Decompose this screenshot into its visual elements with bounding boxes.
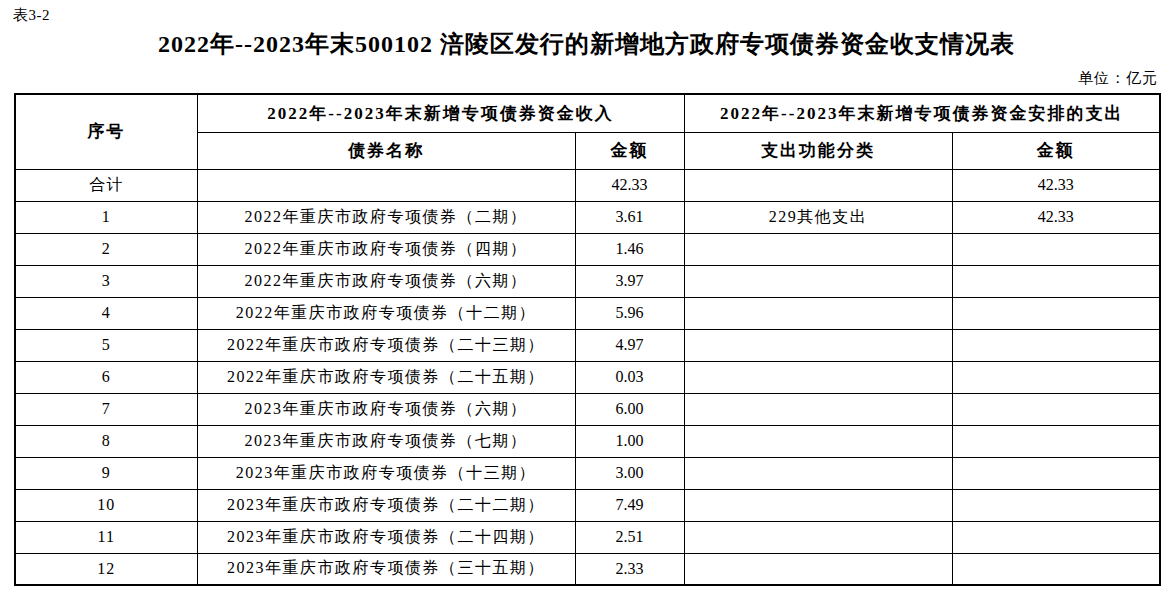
cell-bond-name: 2023年重庆市政府专项债券（十三期） — [197, 457, 575, 489]
cell-expense-function — [684, 233, 952, 265]
cell-income-amount: 42.33 — [575, 169, 684, 201]
table-row-total: 合计 42.33 42.33 — [15, 169, 1160, 201]
cell-income-amount: 6.00 — [575, 393, 684, 425]
cell-bond-name: 2022年重庆市政府专项债券（四期） — [197, 233, 575, 265]
header-seq: 序号 — [15, 94, 197, 169]
cell-expense-amount — [952, 457, 1160, 489]
cell-expense-function — [684, 489, 952, 521]
header-expense-group: 2022年--2023年末新增专项债券资金安排的支出 — [684, 94, 1160, 132]
cell-income-amount: 2.51 — [575, 521, 684, 553]
cell-expense-amount — [952, 521, 1160, 553]
header-income-amount: 金额 — [575, 132, 684, 169]
table-row: 10 2023年重庆市政府专项债券（二十二期） 7.49 — [15, 489, 1160, 521]
cell-seq: 合计 — [15, 169, 197, 201]
cell-expense-function — [684, 361, 952, 393]
table-row: 7 2023年重庆市政府专项债券（六期） 6.00 — [15, 393, 1160, 425]
cell-expense-function — [684, 169, 952, 201]
cell-bond-name: 2022年重庆市政府专项债券（二十五期） — [197, 361, 575, 393]
cell-income-amount: 0.03 — [575, 361, 684, 393]
cell-bond-name: 2022年重庆市政府专项债券（十二期） — [197, 297, 575, 329]
table-row: 3 2022年重庆市政府专项债券（六期） 3.97 — [15, 265, 1160, 297]
cell-bond-name: 2023年重庆市政府专项债券（三十五期） — [197, 553, 575, 585]
cell-income-amount: 3.61 — [575, 201, 684, 233]
header-bond-name: 债券名称 — [197, 132, 575, 169]
table-tag: 表3-2 — [13, 6, 50, 25]
document-page: 表3-2 2022年--2023年末500102 涪陵区发行的新增地方政府专项债… — [0, 0, 1173, 597]
table-row: 5 2022年重庆市政府专项债券（二十三期） 4.97 — [15, 329, 1160, 361]
cell-expense-amount — [952, 553, 1160, 585]
cell-expense-amount — [952, 361, 1160, 393]
cell-seq: 2 — [15, 233, 197, 265]
unit-label: 单位：亿元 — [1078, 69, 1158, 88]
cell-income-amount: 1.00 — [575, 425, 684, 457]
cell-income-amount: 3.97 — [575, 265, 684, 297]
cell-expense-function — [684, 457, 952, 489]
bond-funds-table: 序号 2022年--2023年末新增专项债券资金收入 2022年--2023年末… — [14, 93, 1161, 586]
cell-expense-function — [684, 521, 952, 553]
cell-bond-name: 2023年重庆市政府专项债券（六期） — [197, 393, 575, 425]
cell-bond-name: 2022年重庆市政府专项债券（六期） — [197, 265, 575, 297]
header-expense-amount: 金额 — [952, 132, 1160, 169]
cell-bond-name: 2022年重庆市政府专项债券（二期） — [197, 201, 575, 233]
cell-expense-amount: 42.33 — [952, 201, 1160, 233]
cell-bond-name: 2023年重庆市政府专项债券（七期） — [197, 425, 575, 457]
table-row: 4 2022年重庆市政府专项债券（十二期） 5.96 — [15, 297, 1160, 329]
cell-expense-amount — [952, 297, 1160, 329]
cell-seq: 7 — [15, 393, 197, 425]
cell-seq: 9 — [15, 457, 197, 489]
cell-seq: 6 — [15, 361, 197, 393]
cell-seq: 4 — [15, 297, 197, 329]
header-group-row: 序号 2022年--2023年末新增专项债券资金收入 2022年--2023年末… — [15, 94, 1160, 132]
cell-expense-amount — [952, 329, 1160, 361]
table-row: 8 2023年重庆市政府专项债券（七期） 1.00 — [15, 425, 1160, 457]
cell-income-amount: 2.33 — [575, 553, 684, 585]
table-row: 12 2023年重庆市政府专项债券（三十五期） 2.33 — [15, 553, 1160, 585]
cell-seq: 3 — [15, 265, 197, 297]
header-income-group: 2022年--2023年末新增专项债券资金收入 — [197, 94, 684, 132]
cell-bond-name: 2023年重庆市政府专项债券（二十四期） — [197, 521, 575, 553]
cell-expense-amount — [952, 265, 1160, 297]
cell-expense-function — [684, 297, 952, 329]
cell-income-amount: 1.46 — [575, 233, 684, 265]
table-row: 1 2022年重庆市政府专项债券（二期） 3.61 229其他支出 42.33 — [15, 201, 1160, 233]
header-expense-function: 支出功能分类 — [684, 132, 952, 169]
table-row: 6 2022年重庆市政府专项债券（二十五期） 0.03 — [15, 361, 1160, 393]
cell-income-amount: 5.96 — [575, 297, 684, 329]
cell-expense-function — [684, 329, 952, 361]
cell-income-amount: 4.97 — [575, 329, 684, 361]
table-row: 2 2022年重庆市政府专项债券（四期） 1.46 — [15, 233, 1160, 265]
cell-expense-amount: 42.33 — [952, 169, 1160, 201]
cell-income-amount: 7.49 — [575, 489, 684, 521]
cell-seq: 10 — [15, 489, 197, 521]
cell-seq: 1 — [15, 201, 197, 233]
cell-expense-function — [684, 425, 952, 457]
cell-seq: 8 — [15, 425, 197, 457]
table-row: 9 2023年重庆市政府专项债券（十三期） 3.00 — [15, 457, 1160, 489]
cell-expense-amount — [952, 233, 1160, 265]
cell-expense-amount — [952, 425, 1160, 457]
cell-bond-name: 2023年重庆市政府专项债券（二十二期） — [197, 489, 575, 521]
table-row: 11 2023年重庆市政府专项债券（二十四期） 2.51 — [15, 521, 1160, 553]
cell-expense-function — [684, 265, 952, 297]
cell-seq: 5 — [15, 329, 197, 361]
cell-seq: 11 — [15, 521, 197, 553]
cell-expense-amount — [952, 393, 1160, 425]
cell-income-amount: 3.00 — [575, 457, 684, 489]
cell-bond-name: 2022年重庆市政府专项债券（二十三期） — [197, 329, 575, 361]
cell-expense-amount — [952, 489, 1160, 521]
cell-expense-function — [684, 393, 952, 425]
page-title: 2022年--2023年末500102 涪陵区发行的新增地方政府专项债券资金收支… — [0, 28, 1173, 60]
cell-expense-function: 229其他支出 — [684, 201, 952, 233]
cell-expense-function — [684, 553, 952, 585]
cell-seq: 12 — [15, 553, 197, 585]
cell-bond-name — [197, 169, 575, 201]
